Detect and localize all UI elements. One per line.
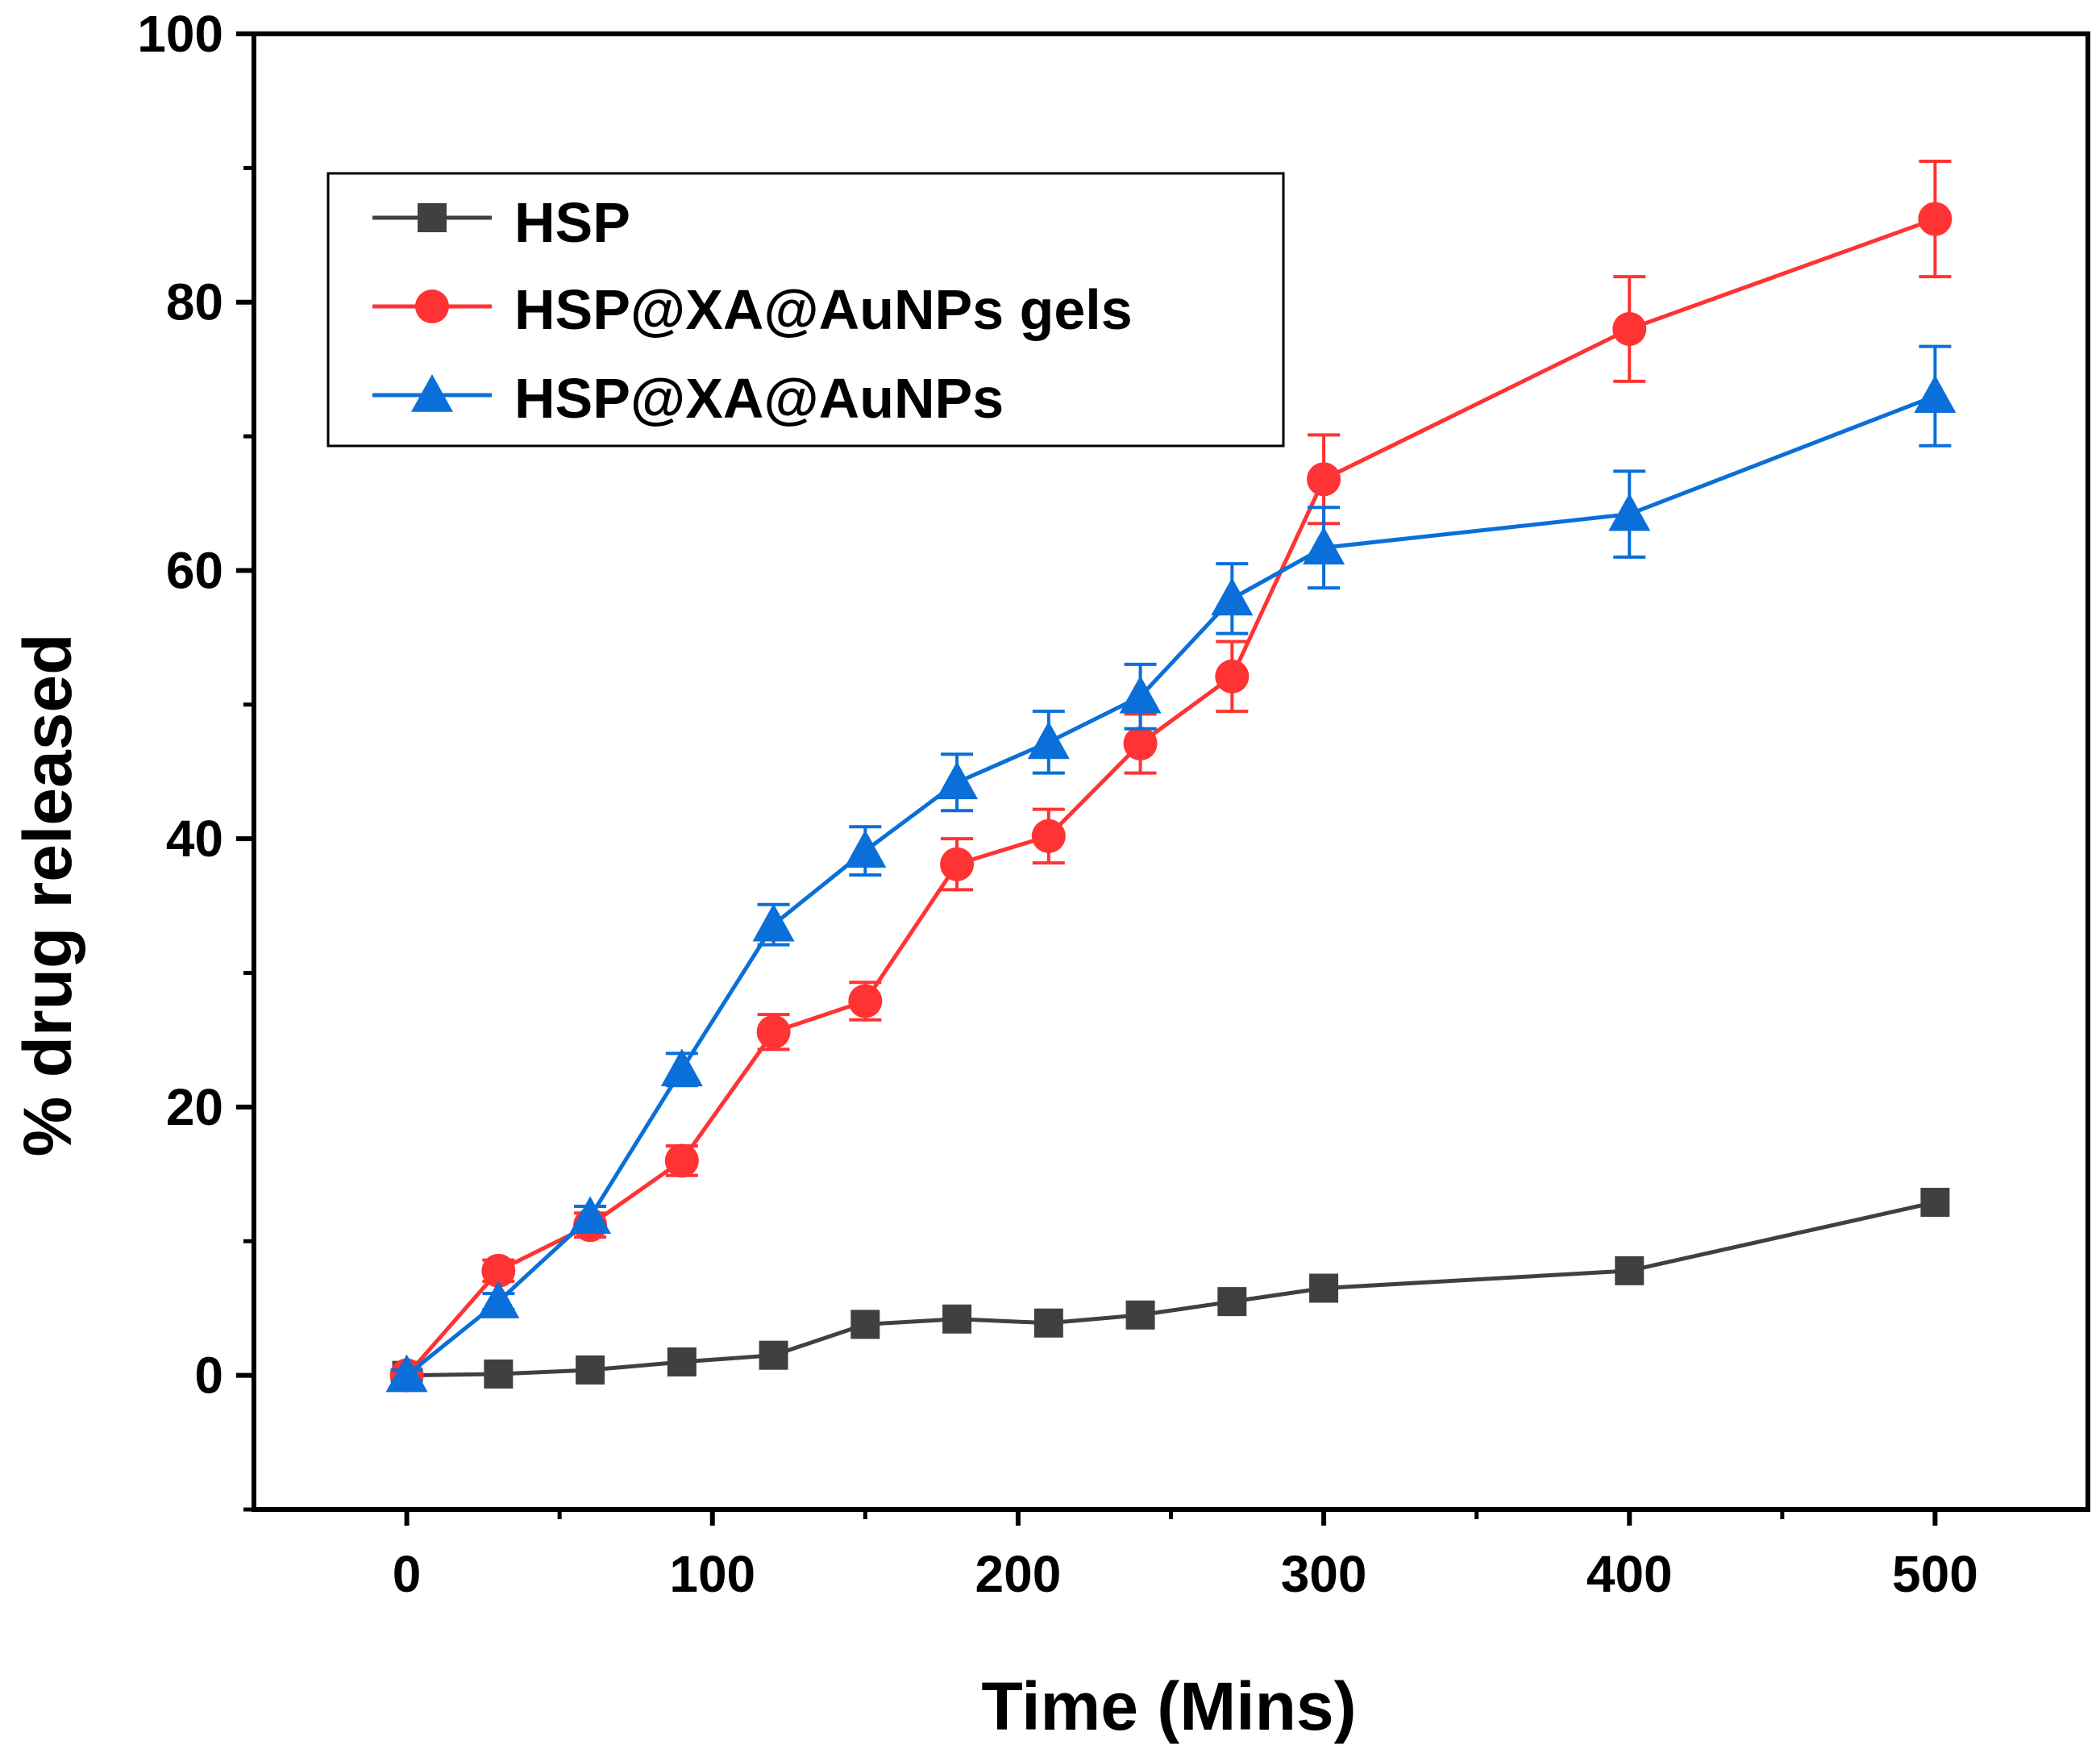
y-tick-label: 80 [166,273,223,331]
legend-label-gels: HSP@XA@AuNPs gels [514,278,1133,341]
y-tick-label: 40 [166,810,223,868]
data-point [1123,727,1158,761]
x-tick-label: 200 [975,1545,1062,1603]
series-layer [385,160,1957,1393]
data-point [1920,1188,1950,1218]
x-tick-label: 400 [1586,1545,1673,1603]
x-axis-title: Time (Mins) [981,1668,1356,1744]
data-point [1033,1308,1063,1338]
data-point [1211,577,1254,616]
series-3 [385,344,1957,1393]
data-point [385,1354,428,1393]
data-point [660,1048,703,1087]
data-point [1914,375,1957,413]
legend-entries [372,203,492,412]
data-point [1918,202,1952,236]
data-point [752,903,795,942]
x-tick-label: 0 [393,1545,422,1603]
data-point [481,1253,516,1288]
y-tick-label: 20 [166,1078,223,1136]
legend-label-aunps: HSP@XA@AuNPs [514,367,1004,430]
data-point [1125,1300,1155,1330]
data-point [940,847,975,881]
data-point [1612,312,1647,346]
y-axis-title: % drug released [10,634,85,1157]
data-point [1309,1273,1339,1303]
data-point [1215,659,1250,693]
data-point [1303,527,1345,564]
data-point [759,1340,788,1370]
x-tick-label: 100 [669,1545,755,1603]
y-axis-ticks: 0 20 40 60 80 100 [137,5,254,1512]
y-tick-label: 60 [166,541,223,599]
data-point [1608,493,1651,531]
series-1 [392,1188,1950,1390]
x-tick-label: 300 [1281,1545,1367,1603]
data-point [664,1143,699,1178]
data-point [756,1014,791,1049]
data-point [667,1347,697,1376]
legend-marker [418,203,447,232]
legend-marker [411,374,453,412]
y-tick-label: 0 [194,1347,223,1405]
x-tick-label: 500 [1892,1545,1978,1603]
legend-label-hsp: HSP [514,191,630,254]
x-axis-ticks: 0 100 200 300 400 500 [393,1510,1978,1603]
data-point [848,984,883,1018]
legend-marker [415,289,449,323]
data-point [844,830,887,868]
data-point [1217,1287,1247,1317]
data-point [850,1310,880,1339]
data-point [1119,675,1162,714]
data-point [576,1355,605,1385]
data-point [1027,721,1070,760]
data-point [942,1304,972,1334]
data-point [484,1359,514,1389]
data-point [1615,1256,1645,1285]
legend: HSP HSP@XA@AuNPs gels HSP@XA@AuNPs [326,172,1285,448]
y-tick-label: 100 [137,5,223,63]
data-point [477,1281,520,1318]
data-point [936,761,979,800]
data-point [1031,818,1066,853]
data-point [569,1196,612,1235]
data-point [1307,462,1341,497]
